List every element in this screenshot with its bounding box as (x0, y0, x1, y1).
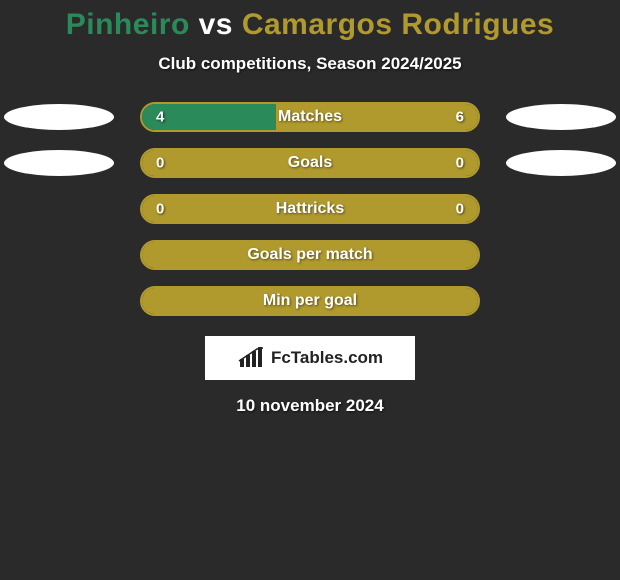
bar-track: Goals per match (140, 240, 480, 270)
stat-value-left: 0 (156, 155, 164, 172)
stat-rows: 4 6 Matches 0 0 Goals 0 0 Hattricks Goals per mat… (0, 102, 620, 316)
logo-text: FcTables.com (271, 348, 383, 368)
stat-value-left: 4 (156, 109, 164, 126)
bars-icon (237, 347, 265, 369)
stat-row: 0 0 Goals (0, 148, 620, 178)
stat-row: Goals per match (0, 240, 620, 270)
stat-label: Min per goal (263, 292, 357, 310)
title-player1: Pinheiro (66, 8, 190, 41)
ellipse-left (4, 150, 114, 176)
stat-label: Goals (288, 154, 332, 172)
stat-value-right: 6 (456, 109, 464, 126)
bar-track: 4 6 Matches (140, 102, 480, 132)
ellipse-right (506, 104, 616, 130)
logo-box: FcTables.com (205, 336, 415, 380)
comparison-card: Pinheiro vs Camargos Rodrigues Club comp… (0, 0, 620, 416)
stat-label: Matches (278, 108, 342, 126)
stat-label: Goals per match (247, 246, 372, 264)
stat-value-right: 0 (456, 201, 464, 218)
stat-row: 0 0 Hattricks (0, 194, 620, 224)
stat-label: Hattricks (276, 200, 344, 218)
bar-track: 0 0 Hattricks (140, 194, 480, 224)
stat-value-right: 0 (456, 155, 464, 172)
stat-row: 4 6 Matches (0, 102, 620, 132)
date: 10 november 2024 (236, 396, 383, 416)
page-title: Pinheiro vs Camargos Rodrigues (66, 8, 554, 42)
ellipse-left (4, 104, 114, 130)
title-player2: Camargos Rodrigues (242, 8, 554, 41)
bar-track: Min per goal (140, 286, 480, 316)
bar-track: 0 0 Goals (140, 148, 480, 178)
ellipse-right (506, 150, 616, 176)
stat-value-left: 0 (156, 201, 164, 218)
stat-row: Min per goal (0, 286, 620, 316)
title-vs: vs (190, 8, 242, 41)
subtitle: Club competitions, Season 2024/2025 (158, 54, 461, 74)
